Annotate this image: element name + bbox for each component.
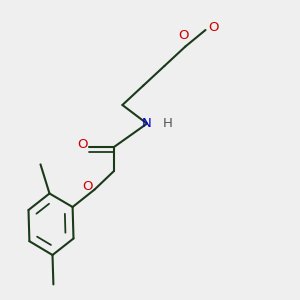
Text: O: O [208,21,219,34]
Text: N: N [142,117,152,130]
Text: O: O [82,180,93,193]
Text: O: O [77,137,88,151]
Text: H: H [163,117,173,130]
Text: O: O [179,29,189,42]
